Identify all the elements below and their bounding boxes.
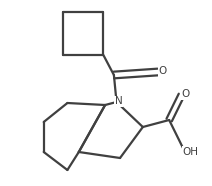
Text: O: O [181,89,190,99]
Text: OH: OH [182,147,198,157]
Text: N: N [115,96,123,106]
Text: O: O [158,66,167,76]
